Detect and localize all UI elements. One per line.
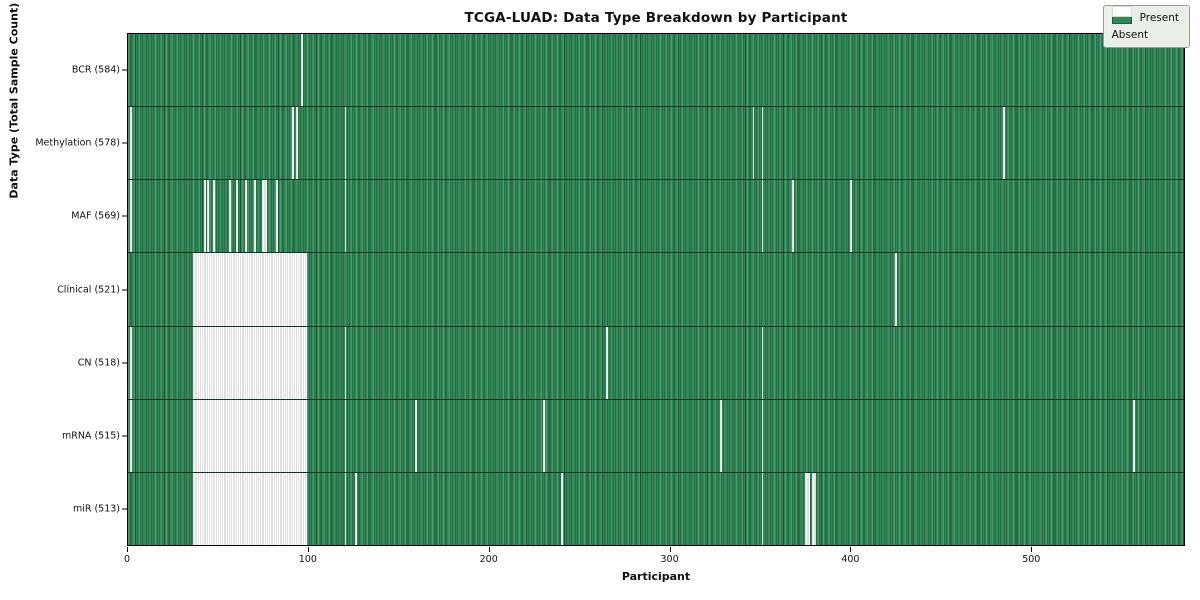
legend-present-label: Present [1139,12,1179,24]
absent-stripe [344,326,347,399]
absent-stripe [276,180,278,253]
heatmap-row-bcr [128,34,1184,108]
absent-stripe [236,180,239,253]
x-axis-label: Participant [621,570,691,583]
absent-stripe [129,107,132,180]
legend: Present Absent [1102,5,1190,48]
y-tick-mark [122,435,127,437]
legend-absent-label: Absent [1111,29,1149,41]
chart-title: TCGA-LUAD: Data Type Breakdown by Partic… [464,10,848,26]
absent-stripe [344,472,347,545]
absent-stripe [129,399,132,472]
legend-entry-absent: Absent [1111,6,1179,41]
x-tick-mark [307,547,309,552]
y-tick-mark [122,289,127,290]
absent-stripe [761,180,764,253]
absent-stripe [792,180,795,253]
y-tick-mark [122,362,127,364]
x-tick-label-300: 300 [660,554,679,565]
absent-stripe [895,253,897,326]
absent-stripe [804,472,811,545]
absent-stripe [1133,399,1136,472]
absent-stripe [561,472,564,545]
absent-stripe [129,326,132,399]
absent-stripe [415,399,417,472]
heatmap-row-mir [128,472,1184,545]
heatmap-row-methylation [128,107,1184,181]
absent-stripe [301,34,304,107]
absent-stripe [344,399,347,472]
absent-stripe [752,107,755,180]
absent-stripe [1003,107,1006,180]
absent-stripe [129,180,132,253]
x-tick-label-400: 400 [841,554,860,565]
y-tick-label-clinical: Clinical (521) [57,284,120,295]
absent-stripe [812,472,816,545]
absent-stripe [543,399,545,472]
absent-stripe [261,180,267,253]
absent-stripe [344,107,347,180]
absent-stripe [606,326,609,399]
absent-stripe [192,399,307,472]
absent-stripe [761,326,764,399]
x-tick-label-100: 100 [298,554,317,565]
x-tick-mark [127,547,128,552]
heatmap-row-cn [128,326,1184,400]
x-tick-mark [850,547,852,552]
absent-stripe [254,180,257,253]
x-tick-mark [1031,547,1033,552]
x-tick-label-500: 500 [1022,554,1041,565]
absent-swatch-icon [1111,6,1132,17]
absent-stripe [295,107,298,180]
x-tick-label-200: 200 [479,554,498,565]
x-tick-label-0: 0 [123,554,131,565]
plot-area [127,33,1185,546]
absent-stripe [761,107,764,180]
absent-stripe [761,472,764,545]
heatmap-row-mrna [128,399,1184,473]
y-tick-label-methylation: Methylation (578) [35,137,120,149]
y-tick-label-bcr: BCR (584) [71,64,120,76]
y-axis-ticks: BCR (584) Methylation (578) MAF (569) Clini… [0,33,127,546]
absent-stripe [850,180,852,253]
absent-stripe [192,326,307,399]
heatmap-row-clinical [128,253,1184,327]
absent-stripe [192,253,307,326]
absent-stripe [344,180,347,253]
x-axis-ticks: 0 100 200 300 400 500 [123,546,1185,576]
absent-stripe [355,472,358,545]
absent-stripe [207,180,210,253]
absent-stripe [761,399,764,472]
y-tick-label-mir: miR (513) [72,503,120,515]
y-tick-mark [122,215,127,217]
y-tick-label-mrna: mRNA (515) [61,430,120,442]
x-tick-mark [669,547,671,552]
absent-stripe [720,399,722,472]
y-tick-mark [122,508,127,510]
absent-stripe [229,180,231,253]
absent-stripe [212,180,215,253]
x-tick-mark [488,547,490,552]
absent-stripe [203,180,206,253]
y-tick-mark [122,142,127,144]
absent-stripe [245,180,248,253]
y-tick-label-maf: MAF (569) [71,210,120,222]
absent-stripe [192,472,307,545]
y-tick-mark [122,69,127,71]
absent-stripe [292,107,295,180]
heatmap-row-maf [128,180,1184,254]
y-tick-label-cn: CN (518) [77,357,120,369]
